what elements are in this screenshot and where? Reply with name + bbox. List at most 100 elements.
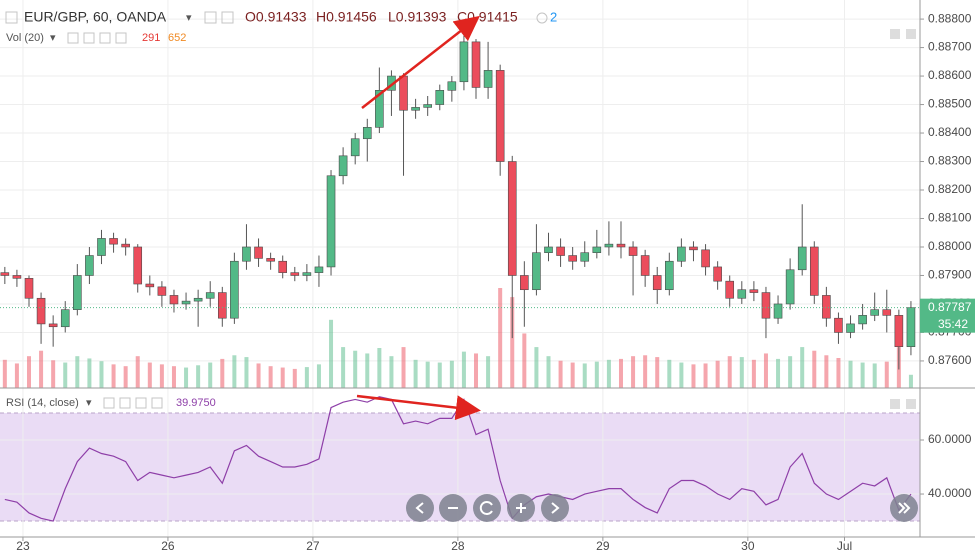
candle-body	[302, 272, 312, 276]
header-icon[interactable]	[99, 32, 111, 44]
volume-bar	[812, 350, 817, 388]
candle-body	[592, 246, 602, 253]
volume-bar	[703, 363, 708, 388]
candle-body	[809, 246, 819, 296]
scroll-right[interactable]	[541, 494, 569, 522]
volume-bar	[860, 362, 865, 388]
volume-bar	[99, 361, 104, 388]
volume-bar	[437, 362, 442, 388]
candle-body	[701, 249, 710, 268]
volume-bar	[691, 364, 696, 388]
collapse-icon[interactable]	[5, 11, 18, 24]
y-tick-label: 0.88600	[928, 68, 972, 82]
ohlc-open: O0.91433	[245, 9, 307, 25]
volume-bar	[39, 350, 44, 388]
volume-bar	[474, 353, 479, 388]
volume-bar	[401, 347, 406, 388]
candle-body	[242, 246, 251, 262]
volume-bar	[522, 333, 527, 388]
volume-bar	[353, 350, 358, 388]
volume-bar	[232, 355, 237, 388]
y-tick-label: 40.0000	[928, 486, 972, 500]
candle-body	[85, 255, 94, 276]
header-icon[interactable]	[115, 32, 127, 44]
volume-bar	[135, 356, 140, 388]
candle-body	[181, 300, 191, 305]
volume-bar	[679, 362, 684, 388]
nav-glyphs	[415, 501, 911, 515]
candle-body	[169, 295, 179, 305]
reset[interactable]	[473, 494, 501, 522]
candle-body	[230, 260, 239, 319]
header-icon[interactable]	[204, 11, 217, 24]
volume-bar	[268, 366, 273, 388]
candle-body	[737, 289, 747, 299]
volume-bar	[788, 356, 793, 388]
candle-body	[423, 104, 432, 108]
candle-body	[628, 246, 638, 256]
y-tick-label: 0.88700	[928, 40, 972, 54]
x-tick-label: 28	[451, 539, 465, 553]
last-price-box	[920, 298, 975, 333]
volume-bar	[534, 347, 539, 388]
y-tick-label: 60.0000	[928, 432, 972, 446]
candle-body	[0, 272, 10, 276]
volume-bar	[606, 359, 611, 388]
volume-bar	[751, 359, 756, 388]
header-icon[interactable]	[83, 32, 95, 44]
header-icon[interactable]	[67, 32, 79, 44]
header-icon[interactable]	[135, 397, 147, 409]
dropdown[interactable]: ▾	[186, 12, 192, 24]
alarm-icon[interactable]	[536, 12, 548, 24]
candle-body	[145, 283, 155, 288]
candle-body	[689, 246, 698, 251]
volume-bar	[727, 356, 732, 388]
candle-body	[520, 275, 529, 291]
candle-body	[314, 266, 324, 273]
candle-body	[713, 266, 722, 282]
volume-bar	[715, 360, 720, 388]
candle-body	[435, 90, 445, 105]
dropdown[interactable]: ▾	[50, 32, 56, 44]
candle-body	[894, 315, 904, 347]
header-icon[interactable]	[103, 397, 115, 409]
volume-bar	[63, 362, 68, 388]
volume-bar	[763, 353, 768, 388]
volume-bar	[51, 360, 56, 388]
header-icon[interactable]	[151, 397, 163, 409]
volume-bar	[280, 367, 285, 388]
candle-body	[640, 255, 650, 276]
glyph	[516, 503, 526, 513]
volume-bar	[425, 361, 430, 388]
volume-bar	[389, 356, 394, 388]
candle-body	[121, 243, 130, 248]
trend-arrow[interactable]	[356, 394, 481, 421]
candle-body	[266, 258, 275, 262]
pane-button[interactable]	[906, 29, 916, 39]
volume-bar	[582, 363, 587, 388]
volume-bar	[824, 355, 829, 388]
scroll-left[interactable]	[406, 494, 434, 522]
volume-bar	[631, 356, 636, 388]
candle-body	[785, 269, 795, 305]
volume-bar	[908, 374, 913, 388]
dropdown[interactable]: ▾	[86, 397, 92, 409]
candle-body	[375, 90, 384, 128]
pane-button[interactable]	[890, 29, 900, 39]
candle-body	[725, 280, 735, 299]
candle-body	[459, 41, 469, 83]
trend-arrow[interactable]	[361, 15, 480, 109]
last-price-label: 0.87787	[928, 300, 972, 314]
pane-button[interactable]	[890, 399, 900, 409]
pane-button[interactable]	[906, 399, 916, 409]
volume-bar	[413, 359, 418, 388]
candle-body	[399, 75, 408, 111]
volume-bar	[208, 362, 213, 388]
candle-body	[97, 238, 106, 256]
candle-body	[532, 252, 541, 291]
candle-body	[556, 246, 565, 256]
header-icon[interactable]	[221, 11, 234, 24]
volume-bar	[655, 357, 660, 388]
header-icon[interactable]	[119, 397, 131, 409]
